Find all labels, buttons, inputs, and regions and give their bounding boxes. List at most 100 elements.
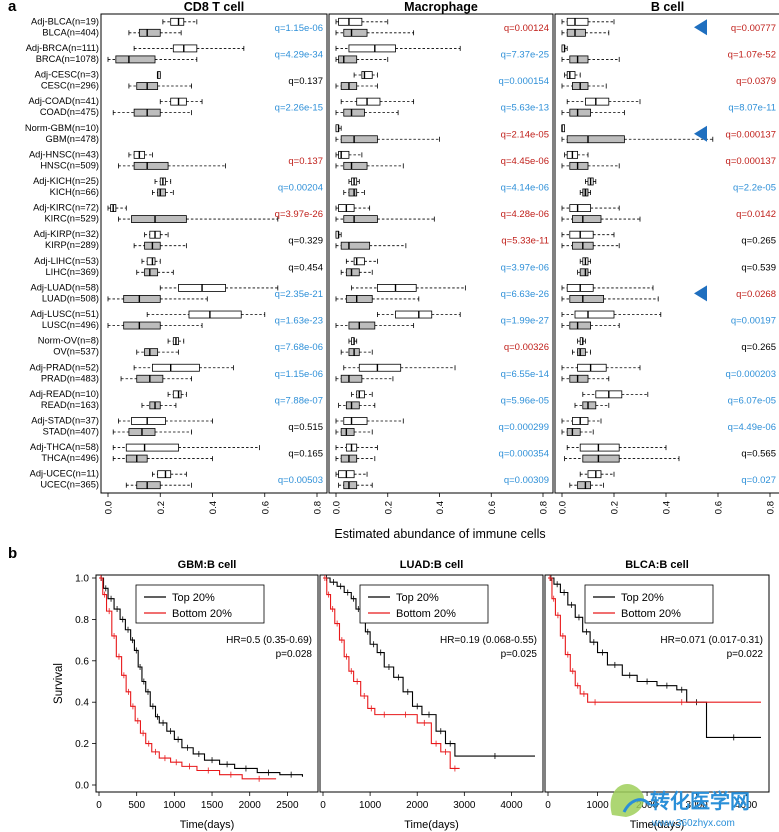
row-label-tumor: UCEC(n=365) [40, 480, 99, 490]
box-tumor [577, 348, 586, 357]
box-tumor [345, 401, 360, 410]
q-value: q=0.0379 [736, 76, 776, 87]
q-value: q=7.37e-25 [501, 49, 549, 60]
q-value: q=2.14e-05 [501, 129, 549, 140]
box-tumor [569, 374, 589, 383]
row-label-adj: Adj-UCEC(n=11) [30, 469, 99, 479]
box-tumor [569, 295, 604, 303]
box-adjacent [146, 257, 156, 266]
box-tumor [569, 161, 589, 170]
y-axis-label-b: Survival [53, 663, 65, 704]
x-axis-label-b: Time(days) [630, 819, 685, 831]
row-label-tumor: BLCA(n=404) [42, 27, 99, 37]
x-tick-label: 1500 [201, 800, 224, 811]
row-label-adj: Adj-PRAD(n=52) [30, 362, 100, 372]
q-value: q=0.000137 [726, 156, 776, 167]
y-tick-label: 0.2 [75, 739, 89, 750]
watermark-logo [610, 784, 645, 817]
q-value: q=3.97e-06 [501, 262, 549, 273]
legend-box [584, 584, 714, 624]
box-adjacent [574, 310, 615, 319]
x-tick-label: 0.4 [435, 501, 446, 514]
box-tumor [343, 215, 378, 223]
box-adjacent [170, 17, 185, 26]
box-adjacent [188, 310, 242, 319]
box-tumor [157, 188, 166, 197]
q-value: q=8.07e-11 [728, 103, 776, 114]
cell-panel-1: Macrophage q=0.00124 q=7.37e-25 q=0.000154 q… [328, 0, 554, 514]
watermark-url: www.360zhyx.com [651, 818, 735, 829]
box-tumor [566, 135, 625, 144]
box-tumor [343, 108, 365, 117]
panel-a: a Adj-BLCA(n=19)BLCA(n=404) Adj-BRCA(n=111… [8, 0, 779, 541]
row-label-adj: Adj-CESC(n=3) [35, 70, 99, 80]
y-tick-label: 0.0 [75, 781, 89, 792]
row-label-adj: Adj-READ(n=10) [30, 389, 100, 399]
y-tick-label: 1.0 [75, 574, 89, 585]
q-value: q=1.15e-06 [275, 23, 323, 34]
panel-title: B cell [651, 0, 684, 14]
q-value: q=4.28e-06 [501, 209, 549, 220]
x-tick-label: 4000 [735, 800, 758, 811]
q-value: q=2.2e-05 [733, 182, 776, 193]
x-tick-label: 2000 [239, 800, 262, 811]
q-value: q=5.63e-13 [501, 103, 549, 114]
box-tumor [340, 428, 355, 436]
box-tumor [566, 428, 581, 436]
box-adjacent [131, 417, 166, 425]
q-value: q=0.329 [288, 236, 323, 247]
row-label-tumor: COAD(n=475) [40, 107, 99, 117]
x-tick-label: 1000 [163, 800, 186, 811]
box-tumor [582, 454, 620, 463]
km-title: BLCA:B cell [625, 559, 689, 571]
box-adjacent [577, 363, 607, 372]
q-value: q=1.07e-52 [728, 49, 776, 60]
box-adjacent [356, 390, 365, 399]
q-value: q=0.00326 [504, 342, 549, 353]
q-value: q=4.14e-06 [501, 182, 549, 193]
x-tick-label: 0 [320, 800, 326, 811]
box-adjacent [125, 443, 179, 452]
x-tick-label: 0.4 [662, 501, 673, 514]
x-axis-label-b: Time(days) [404, 819, 459, 831]
q-value: q=1.63e-23 [275, 316, 323, 327]
row-label-tumor: LUAD(n=508) [42, 293, 99, 303]
x-axis-label-b: Time(days) [180, 819, 235, 831]
box-tumor [343, 481, 358, 490]
q-value: q=6.55e-14 [501, 369, 549, 380]
legend-box [359, 584, 489, 624]
curve-bottom-20 [323, 577, 460, 769]
q-value: q=4.49e-06 [728, 422, 776, 433]
x-tick-label: 0 [96, 800, 102, 811]
box-tumor [340, 241, 371, 250]
x-tick-label: 0.8 [539, 501, 550, 514]
q-value: q=3.97e-26 [275, 209, 323, 220]
row-label-tumor: LIHC(n=369) [46, 267, 99, 277]
x-tick-label: 0.8 [766, 501, 777, 514]
panel-frame [100, 13, 328, 494]
box-tumor [144, 348, 159, 357]
box-adjacent [172, 390, 182, 399]
box-tumor [131, 215, 187, 223]
legend-box [135, 584, 265, 624]
row-label-adj: Adj-STAD(n=37) [31, 415, 99, 425]
y-tick-label: 0.6 [75, 656, 89, 667]
box-tumor [566, 28, 586, 37]
legend-label-top: Top 20% [621, 592, 664, 604]
km-frame [95, 574, 319, 793]
x-tick-label: 1000 [359, 800, 382, 811]
x-tick-label: 0.0 [332, 501, 343, 514]
row-label-tumor: GBM(n=478) [46, 134, 99, 144]
x-axis-label-a: Estimated abundance of immune cells [334, 527, 545, 541]
q-value: q=0.00777 [731, 23, 776, 34]
row-label-tumor: KIRP(n=289) [45, 240, 99, 250]
q-value: q=7.88e-07 [275, 395, 323, 406]
q-value: q=0.027 [741, 475, 776, 486]
legend-label-bottom: Bottom 20% [172, 608, 232, 620]
q-value: q=7.68e-06 [275, 342, 323, 353]
km-frame [544, 574, 770, 793]
row-label-adj: Adj-KICH(n=25) [33, 176, 99, 186]
box-adjacent [348, 44, 396, 53]
km-plot-1: LUAD:B cell Top 20% Bottom 20% HR=0.19 (0.0… [319, 559, 544, 831]
q-value: q=0.265 [741, 236, 776, 247]
